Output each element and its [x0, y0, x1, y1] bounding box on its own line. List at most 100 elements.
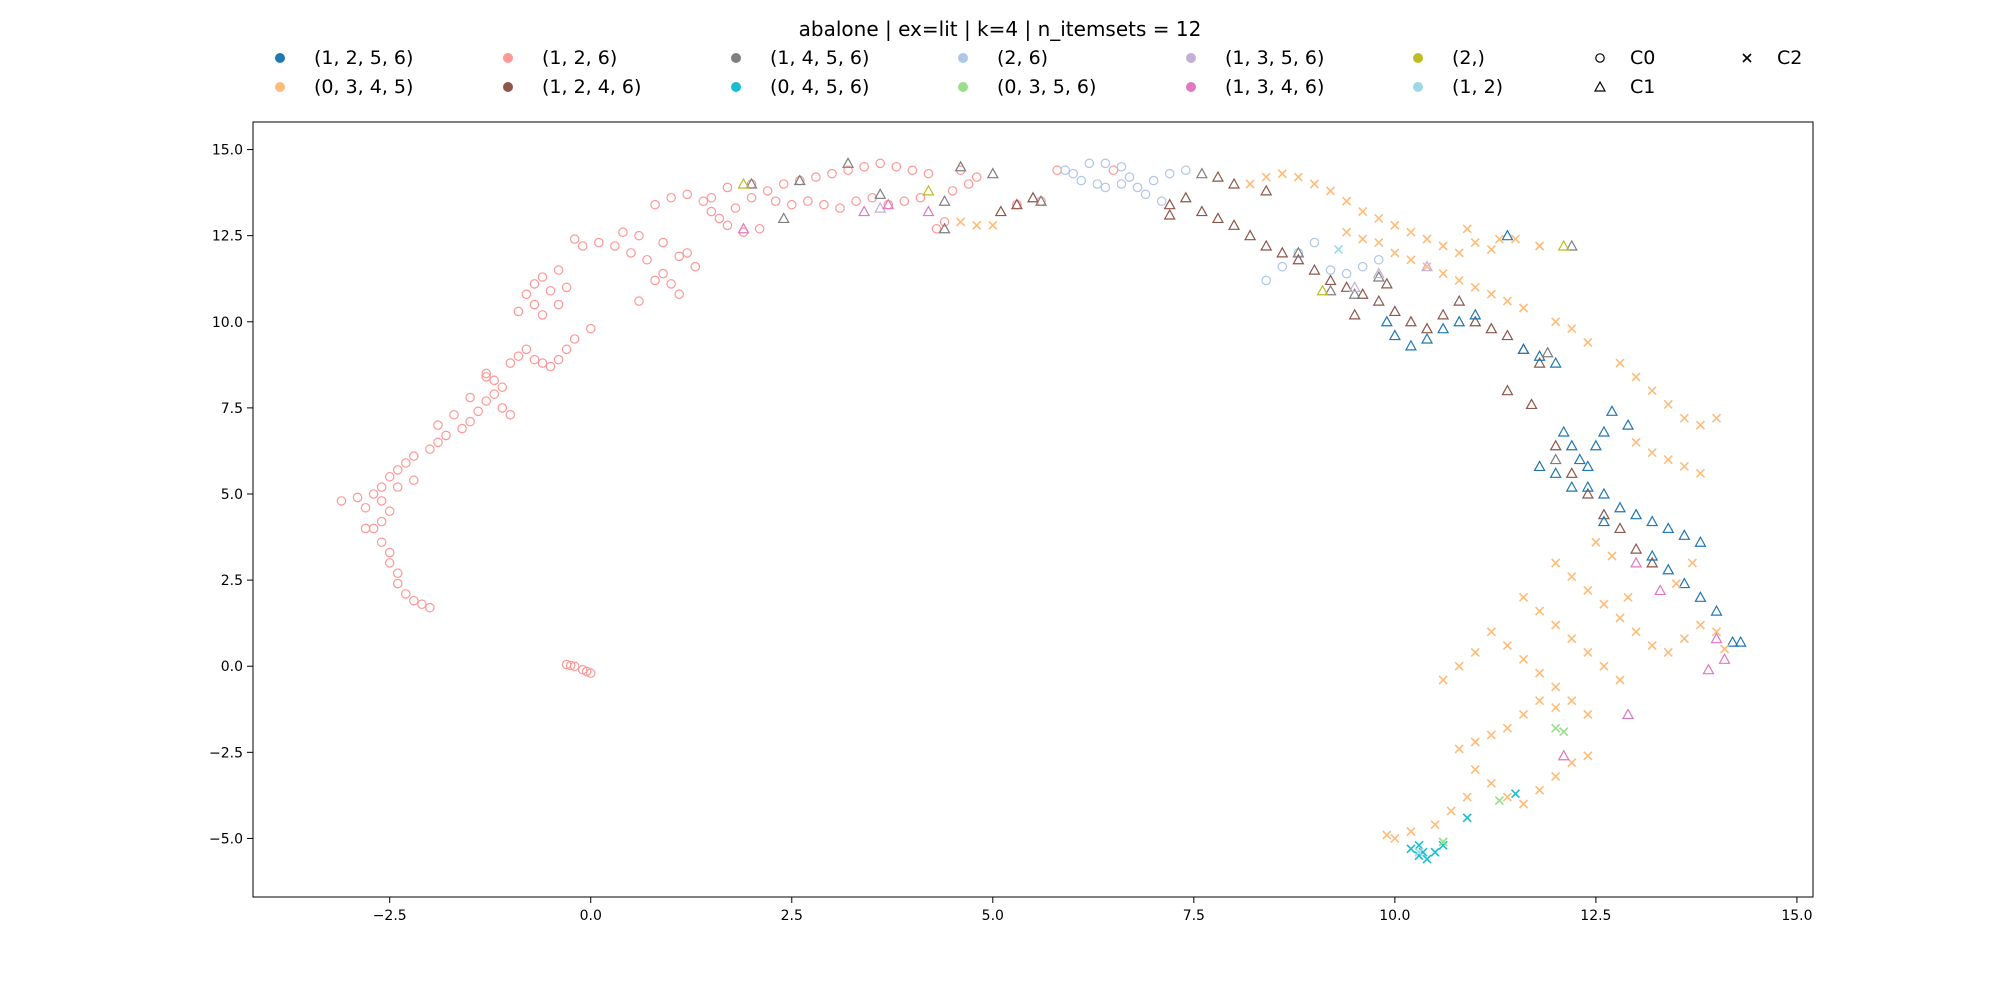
data-point — [1622, 708, 1635, 720]
data-point — [409, 595, 419, 606]
data-point — [658, 268, 668, 279]
data-point — [1726, 635, 1739, 647]
data-point — [376, 537, 387, 548]
legend-swatch — [503, 53, 513, 63]
y-tick-label: 2.5 — [221, 573, 243, 589]
data-point — [674, 251, 684, 262]
data-point — [569, 234, 580, 244]
y-axis-ticks: −5.0 −2.5 0.0 2.5 5.0 7.5 10.0 12.5 15.0 — [209, 143, 253, 847]
chart-title: abalone | ex=lit | k=4 | n_itemsets = 12 — [799, 17, 1202, 41]
data-point — [842, 157, 855, 168]
data-point — [931, 223, 942, 234]
data-point — [1421, 260, 1434, 272]
data-point — [722, 220, 733, 231]
data-point — [1663, 647, 1673, 658]
data-point — [1551, 620, 1561, 630]
data-point — [634, 230, 644, 241]
data-point — [1525, 398, 1538, 410]
data-point — [1277, 261, 1288, 272]
data-point — [417, 599, 427, 610]
data-point — [545, 285, 556, 296]
data-point — [553, 299, 564, 310]
data-point — [360, 502, 371, 513]
data-point — [922, 205, 935, 217]
data-point — [1228, 219, 1241, 230]
data-point — [1535, 696, 1545, 706]
data-point — [1646, 556, 1659, 568]
data-point — [650, 199, 660, 210]
data-point — [521, 289, 532, 300]
data-point — [730, 203, 741, 213]
data-point — [1518, 709, 1529, 720]
data-point — [698, 196, 709, 207]
data-point — [1422, 854, 1432, 864]
data-point — [963, 179, 974, 189]
data-point — [1597, 515, 1610, 527]
data-point — [368, 489, 379, 499]
data-point — [1325, 265, 1336, 275]
data-point — [1567, 324, 1577, 334]
data-point — [1380, 315, 1393, 327]
data-point — [1390, 248, 1400, 258]
data-point — [1341, 268, 1352, 279]
data-point — [1454, 661, 1464, 671]
data-point — [1567, 696, 1577, 706]
data-point — [1163, 198, 1176, 210]
data-point — [1092, 179, 1103, 189]
data-point — [1116, 161, 1127, 172]
data-point — [1718, 653, 1731, 664]
data-point — [457, 423, 467, 434]
data-point — [553, 354, 564, 365]
data-point — [561, 344, 572, 355]
legend-swatch — [958, 53, 968, 63]
data-point — [1292, 253, 1305, 265]
data-point — [1591, 537, 1601, 547]
data-point — [1470, 237, 1480, 248]
data-point — [1549, 356, 1562, 368]
data-point — [1663, 399, 1673, 410]
data-point — [1430, 820, 1440, 830]
data-point — [770, 196, 781, 207]
data-point — [1671, 578, 1681, 589]
data-point — [400, 458, 411, 468]
data-point — [1470, 737, 1480, 747]
data-point — [938, 194, 951, 206]
legend-swatch — [275, 82, 285, 92]
data-point — [1406, 826, 1416, 837]
y-tick-label: 7.5 — [221, 401, 243, 417]
data-point — [1647, 386, 1657, 396]
data-point — [1348, 308, 1361, 320]
data-point — [754, 223, 765, 234]
data-point — [1567, 572, 1577, 582]
data-point — [336, 496, 347, 506]
legend-marker-triangle — [1593, 80, 1607, 92]
data-point — [1613, 522, 1627, 534]
data-point — [1348, 287, 1361, 299]
data-point — [1581, 460, 1594, 472]
data-point — [1535, 785, 1545, 795]
data-point — [1615, 613, 1625, 623]
data-point — [1060, 165, 1070, 176]
data-point — [441, 430, 451, 441]
data-point — [1663, 454, 1673, 465]
data-point — [1430, 847, 1440, 857]
data-point — [1502, 640, 1512, 651]
x-tick-label: 10.0 — [1379, 908, 1410, 924]
data-point — [1597, 508, 1610, 520]
data-point — [1599, 661, 1609, 671]
data-point — [1486, 627, 1496, 637]
data-point — [1372, 267, 1385, 279]
data-point — [1573, 453, 1586, 465]
data-point — [1010, 198, 1023, 210]
x-tick-label: 0.0 — [580, 908, 602, 924]
data-point — [384, 506, 395, 517]
data-point — [682, 248, 693, 258]
data-point — [1518, 592, 1529, 602]
data-point — [1694, 535, 1707, 547]
legend-label: (0, 3, 5, 6) — [997, 76, 1096, 98]
data-point — [835, 203, 845, 213]
data-point — [706, 192, 717, 203]
data-point — [1581, 487, 1594, 499]
data-point — [1421, 322, 1434, 334]
data-point — [1462, 813, 1472, 823]
